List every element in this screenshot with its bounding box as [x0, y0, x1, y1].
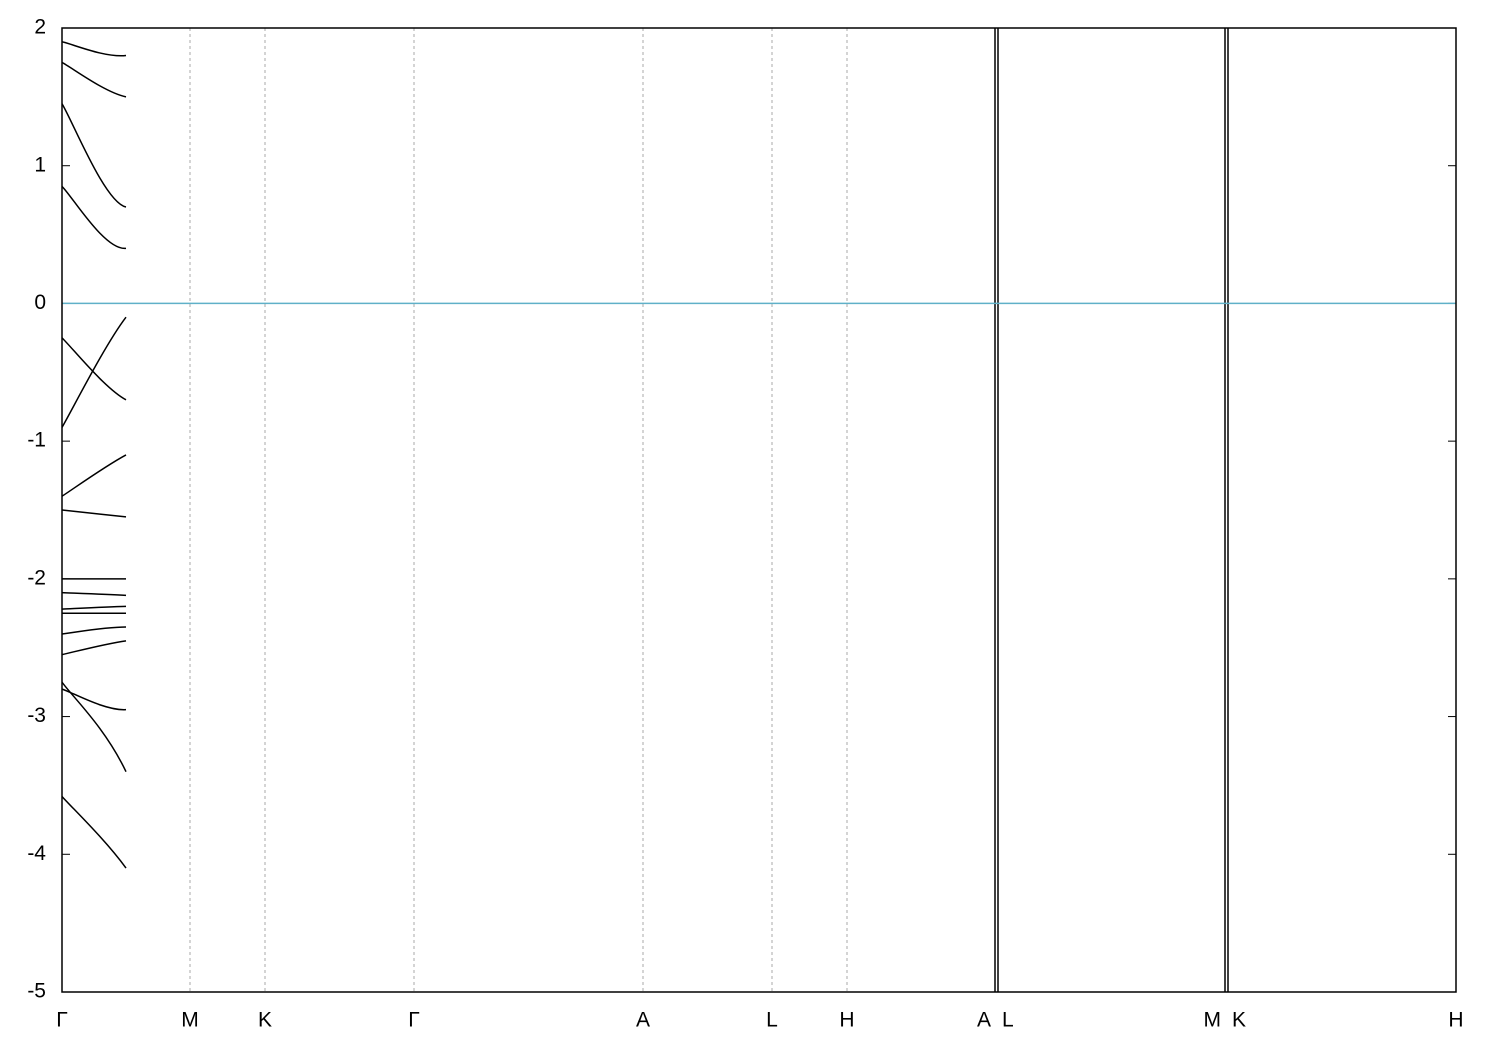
x-tick-label: Γ [408, 1009, 420, 1032]
y-tick-label: -4 [27, 842, 46, 865]
y-tick-label: -1 [27, 429, 46, 452]
band [62, 454, 127, 497]
band [62, 185, 127, 250]
x-tick-label: K [1232, 1009, 1246, 1032]
band [62, 681, 127, 772]
y-tick-label: 1 [34, 153, 46, 176]
band [62, 41, 127, 57]
x-tick-label: H [839, 1009, 854, 1032]
x-tick-label: K [258, 1009, 272, 1032]
y-tick-label: 2 [34, 16, 46, 39]
x-tick-label: A [977, 1009, 991, 1032]
x-tick-label: H [1448, 1009, 1463, 1032]
y-tick-label: -2 [27, 566, 46, 589]
band [62, 61, 127, 98]
band [62, 591, 127, 597]
band [62, 605, 127, 610]
x-tick-label: M [181, 1009, 199, 1032]
bands-layer [62, 41, 127, 869]
grid-layer [62, 27, 1456, 993]
band [62, 626, 127, 635]
band [62, 795, 127, 869]
band [62, 688, 127, 711]
band [62, 640, 127, 656]
band [62, 509, 127, 518]
x-tick-label: L [1002, 1009, 1014, 1032]
plot-frame [61, 27, 1457, 993]
y-tick-label: 0 [34, 291, 46, 314]
y-tick-label: -5 [27, 980, 46, 1003]
x-tick-label: A [636, 1009, 650, 1032]
band [62, 316, 127, 428]
x-tick-label: M [1204, 1009, 1222, 1032]
band [62, 103, 127, 208]
band [62, 337, 127, 401]
y-tick-label: -3 [27, 704, 46, 727]
x-tick-label: Γ [56, 1009, 68, 1032]
x-tick-label: L [766, 1009, 778, 1032]
